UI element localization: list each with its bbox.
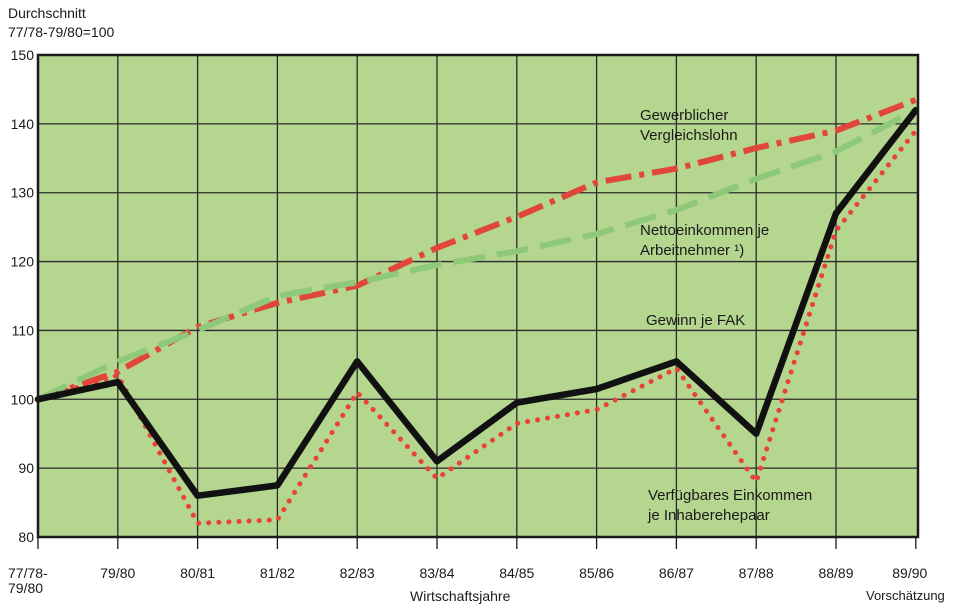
y-axis-ticks: 80 90 100 110 120 130 140 150 xyxy=(11,47,35,545)
x-tick-label: 85/86 xyxy=(579,565,614,581)
x-tick-label: 87/88 xyxy=(739,565,774,581)
y-tick-label: 130 xyxy=(11,185,35,201)
y-tick-label: 140 xyxy=(11,116,35,132)
annotation-label: je Inhaberehepaar xyxy=(647,507,770,524)
x-tick-label: 86/87 xyxy=(659,565,694,581)
annotation-label: Gewinn je FAK xyxy=(646,312,745,329)
annotation-label: Gewerblicher xyxy=(640,107,728,124)
x-tick-label: 88/89 xyxy=(818,565,853,581)
x-tick-label: 82/83 xyxy=(340,565,375,581)
plot-border xyxy=(36,53,920,539)
x-tick-label: 83/84 xyxy=(419,565,454,581)
series-annotations: Gewerblicher Vergleichslohn Nettoeinkommen… xyxy=(640,107,812,524)
x-tick-label: 89/90 xyxy=(892,565,927,581)
series-line-1 xyxy=(36,107,918,403)
y-tick-label: 150 xyxy=(11,47,35,63)
y-tick-label: 120 xyxy=(11,254,35,270)
x-axis-title: Wirtschaftsjahre xyxy=(410,588,511,604)
plot-background xyxy=(38,55,918,537)
x-tick-label: 79/80 xyxy=(100,565,135,581)
series-lines xyxy=(34,97,920,526)
annotation-label: Arbeitnehmer ¹) xyxy=(640,242,744,259)
x-tick-label: 84/85 xyxy=(499,565,534,581)
x-axis-note: Vorschätzung xyxy=(866,588,945,603)
y-tick-label: 90 xyxy=(18,460,34,476)
x-tick-label: 80/81 xyxy=(180,565,215,581)
y-tick-label: 80 xyxy=(18,529,34,545)
x-tick-label: 81/82 xyxy=(260,565,295,581)
y-tick-label: 100 xyxy=(11,391,35,407)
series-line-2 xyxy=(34,106,920,499)
series-line-3 xyxy=(35,128,919,526)
annotation-label: Nettoeinkommen je xyxy=(640,222,769,239)
annotation-label: Vergleichslohn xyxy=(640,127,738,144)
x-tick-label: 77/78- xyxy=(8,565,48,581)
y-axis-title-line2: 77/78-79/80=100 xyxy=(8,24,115,40)
annotation-label: Verfügbares Einkommen xyxy=(648,487,812,504)
y-tick-label: 110 xyxy=(12,322,35,338)
y-axis-title-line1: Durchschnitt xyxy=(8,5,86,21)
x-tick-label: 79/80 xyxy=(8,580,43,596)
